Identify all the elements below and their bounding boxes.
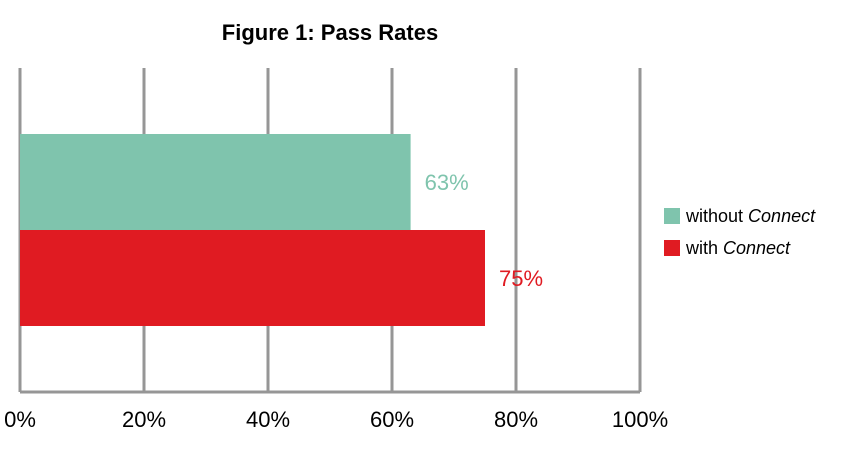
legend-label-emphasis: Connect [748,206,816,226]
legend-label-without-connect: without Connect [685,206,816,226]
bar-without-connect [20,134,411,230]
legend-swatch-with-connect [664,240,680,256]
tick-label-40: 40% [246,407,290,432]
tick-label-20: 20% [122,407,166,432]
gridlines [18,68,642,394]
data-label-with-connect: 75% [499,266,543,291]
legend-label-with-connect: with Connect [685,238,791,258]
x-axis-ticks: 0% 20% 40% 60% 80% 100% [4,407,668,432]
tick-label-80: 80% [494,407,538,432]
tick-label-100: 100% [612,407,668,432]
legend-label-prefix: without [685,206,748,226]
bars [20,134,485,326]
data-label-without-connect: 63% [425,170,469,195]
legend-label-emphasis: Connect [723,238,791,258]
chart-title: Figure 1: Pass Rates [222,20,438,45]
bar-with-connect [20,230,485,326]
tick-label-60: 60% [370,407,414,432]
data-labels: 63% 75% [425,170,543,291]
legend-swatch-without-connect [664,208,680,224]
tick-label-0: 0% [4,407,36,432]
legend-label-prefix: with [685,238,723,258]
